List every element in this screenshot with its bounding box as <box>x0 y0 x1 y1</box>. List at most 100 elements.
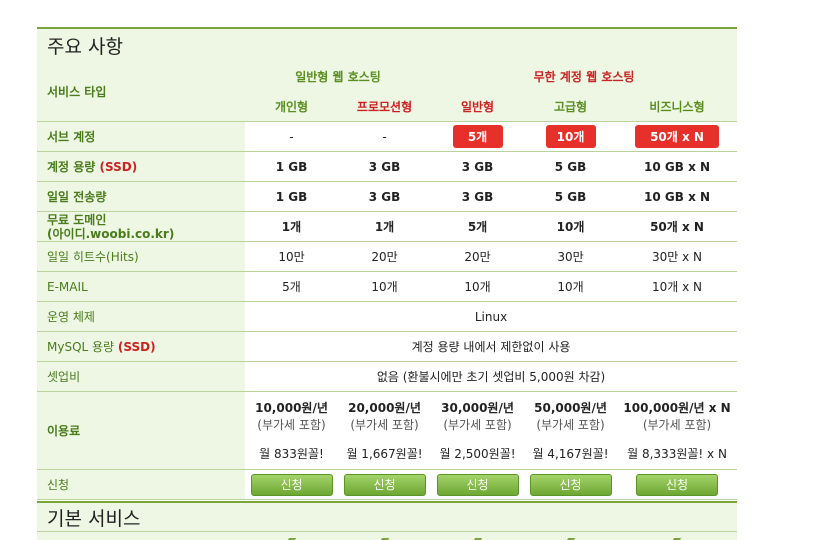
apply-button-promotion[interactable]: 신청 <box>343 473 426 496</box>
cell-value: 5개 <box>245 271 338 302</box>
cell-value: 10 GB x N <box>617 181 738 212</box>
price-cell: 30,000원/년 (부가세 포함) 월 2,500원꼴! <box>431 391 525 470</box>
check-icon <box>473 533 486 540</box>
label-hits: 일일 히트수(Hits) <box>37 241 245 272</box>
row-price: 이용료 10,000원/년 (부가세 포함) 월 833원꼴! 20,000원/… <box>37 391 738 470</box>
cell-value: 5 GB <box>524 181 618 212</box>
price-vat: (부가세 포함) <box>642 418 712 432</box>
label-mysql: MySQL 용량 (SSD) <box>37 331 245 362</box>
cell-value: 1개 <box>338 211 432 242</box>
price-annual: 100,000원/년 x N <box>623 401 731 415</box>
row-transfer: 일일 전송량 1 GB 3 GB 3 GB 5 GB 10 GB x N <box>37 181 738 212</box>
plan-business: 비즈니스형 <box>617 91 738 122</box>
check-icon <box>566 533 579 540</box>
section-title-basic: 기본 서비스 <box>37 501 737 531</box>
apply-button-business[interactable]: 신청 <box>636 473 719 496</box>
row-domain: 무료 도메인 (아이디.woobi.co.kr) 1개 1개 5개 10개 50개… <box>37 211 738 242</box>
cell-badge: 5개 <box>431 121 525 152</box>
cell-badge: 10개 <box>524 121 618 152</box>
cell-value: 3 GB <box>338 181 432 212</box>
price-annual: 20,000원/년 <box>348 401 421 415</box>
status-badge: 50개 x N <box>635 125 720 148</box>
row-os: 운영 체제 Linux <box>37 301 738 332</box>
price-vat: (부가세 포함) <box>257 418 326 432</box>
apply-cell: 신청 <box>524 469 618 500</box>
plan-header-row: 개인형 프로모션형 일반형 고급형 비즈니스형 <box>37 91 738 122</box>
price-monthly: 월 8,333원꼴! x N <box>627 447 727 461</box>
status-badge: 10개 <box>545 125 596 148</box>
label-price: 이용료 <box>37 391 245 470</box>
plan-personal: 개인형 <box>245 91 338 122</box>
price-monthly: 월 4,167원꼴! <box>532 447 609 461</box>
apply-cell: 신청 <box>338 469 432 500</box>
row-sub-accounts: 서브 계정 - - 5개 10개 50개 x N <box>37 121 738 152</box>
cell-value: 10 GB x N <box>617 151 738 182</box>
cell-value: - <box>338 121 432 152</box>
hosting-comparison: 주요 사항 서비스 타입 일반형 웹 호스팅 무한 계정 웹 호스팅 개인형 프… <box>37 27 738 540</box>
plan-promotion: 프로모션형 <box>338 91 432 122</box>
row-hits: 일일 히트수(Hits) 10만 20만 20만 30만 30만 x N <box>37 241 738 272</box>
price-cell: 20,000원/년 (부가세 포함) 월 1,667원꼴! <box>338 391 432 470</box>
row-setup: 셋업비 없음 (환불시에만 초기 셋업비 5,000원 차감) <box>37 361 738 392</box>
cell-value: 10개 <box>338 271 432 302</box>
label-apply: 신청 <box>37 469 245 500</box>
cell-value: 1개 <box>245 211 338 242</box>
label-domain: 무료 도메인 (아이디.woobi.co.kr) <box>37 211 245 242</box>
group-unlimited: 무한 계정 웹 호스팅 <box>431 61 738 91</box>
label-os: 운영 체제 <box>37 301 245 332</box>
price-cell: 50,000원/년 (부가세 포함) 월 4,167원꼴! <box>524 391 618 470</box>
cell-value: 계정 용량 내에서 제한없이 사용 <box>245 331 738 362</box>
apply-button-personal[interactable]: 신청 <box>250 473 333 496</box>
cell-badge: 50개 x N <box>617 121 738 152</box>
cell-value: 3 GB <box>431 181 525 212</box>
check-icon <box>672 533 685 540</box>
price-monthly: 월 1,667원꼴! <box>346 447 423 461</box>
cell-value: Linux <box>245 301 738 332</box>
apply-button-general[interactable]: 신청 <box>436 473 519 496</box>
row-storage: 계정 용량 (SSD) 1 GB 3 GB 3 GB 5 GB 10 GB x … <box>37 151 738 182</box>
price-vat: (부가세 포함) <box>350 418 419 432</box>
plan-advanced: 고급형 <box>524 91 618 122</box>
cell-value: 5개 <box>431 211 525 242</box>
cell-value: 30만 <box>524 241 618 272</box>
cell-value: 없음 (환불시에만 초기 셋업비 5,000원 차감) <box>245 361 738 392</box>
cell-value: 3 GB <box>338 151 432 182</box>
cell-value: 20만 <box>431 241 525 272</box>
cell-value: 10만 <box>245 241 338 272</box>
cell-value: 10개 <box>524 271 618 302</box>
cell-value: - <box>245 121 338 152</box>
label-sub-accounts: 서브 계정 <box>37 121 245 152</box>
check-icon <box>380 533 393 540</box>
comparison-table: 서비스 타입 일반형 웹 호스팅 무한 계정 웹 호스팅 개인형 프로모션형 일… <box>37 61 738 500</box>
label-email: E-MAIL <box>37 271 245 302</box>
cell-value: 10개 x N <box>617 271 738 302</box>
apply-cell: 신청 <box>431 469 525 500</box>
row-mysql: MySQL 용량 (SSD) 계정 용량 내에서 제한없이 사용 <box>37 331 738 362</box>
cell-value: 10개 <box>524 211 618 242</box>
plan-general: 일반형 <box>431 91 525 122</box>
cell-value: 10개 <box>431 271 525 302</box>
label-transfer: 일일 전송량 <box>37 181 245 212</box>
price-cell: 100,000원/년 x N (부가세 포함) 월 8,333원꼴! x N <box>617 391 738 470</box>
price-cell: 10,000원/년 (부가세 포함) 월 833원꼴! <box>245 391 338 470</box>
cell-value: 1 GB <box>245 151 338 182</box>
price-vat: (부가세 포함) <box>536 418 605 432</box>
check-icon <box>287 533 300 540</box>
status-badge: 5개 <box>452 125 503 148</box>
price-vat: (부가세 포함) <box>443 418 512 432</box>
price-annual: 30,000원/년 <box>441 401 514 415</box>
cell-value: 50개 x N <box>617 211 738 242</box>
cell-value: 30만 x N <box>617 241 738 272</box>
price-monthly: 월 833원꼴! <box>259 447 324 461</box>
label-storage: 계정 용량 (SSD) <box>37 151 245 182</box>
group-header-row: 서비스 타입 일반형 웹 호스팅 무한 계정 웹 호스팅 <box>37 61 738 122</box>
price-annual: 50,000원/년 <box>534 401 607 415</box>
group-general: 일반형 웹 호스팅 <box>245 61 432 91</box>
cell-value: 3 GB <box>431 151 525 182</box>
apply-cell: 신청 <box>617 469 738 500</box>
row-apply: 신청 신청 신청 신청 신청 신청 <box>37 469 738 500</box>
cell-value: 20만 <box>338 241 432 272</box>
apply-button-advanced[interactable]: 신청 <box>529 473 612 496</box>
label-setup: 셋업비 <box>37 361 245 392</box>
cell-value: 5 GB <box>524 151 618 182</box>
